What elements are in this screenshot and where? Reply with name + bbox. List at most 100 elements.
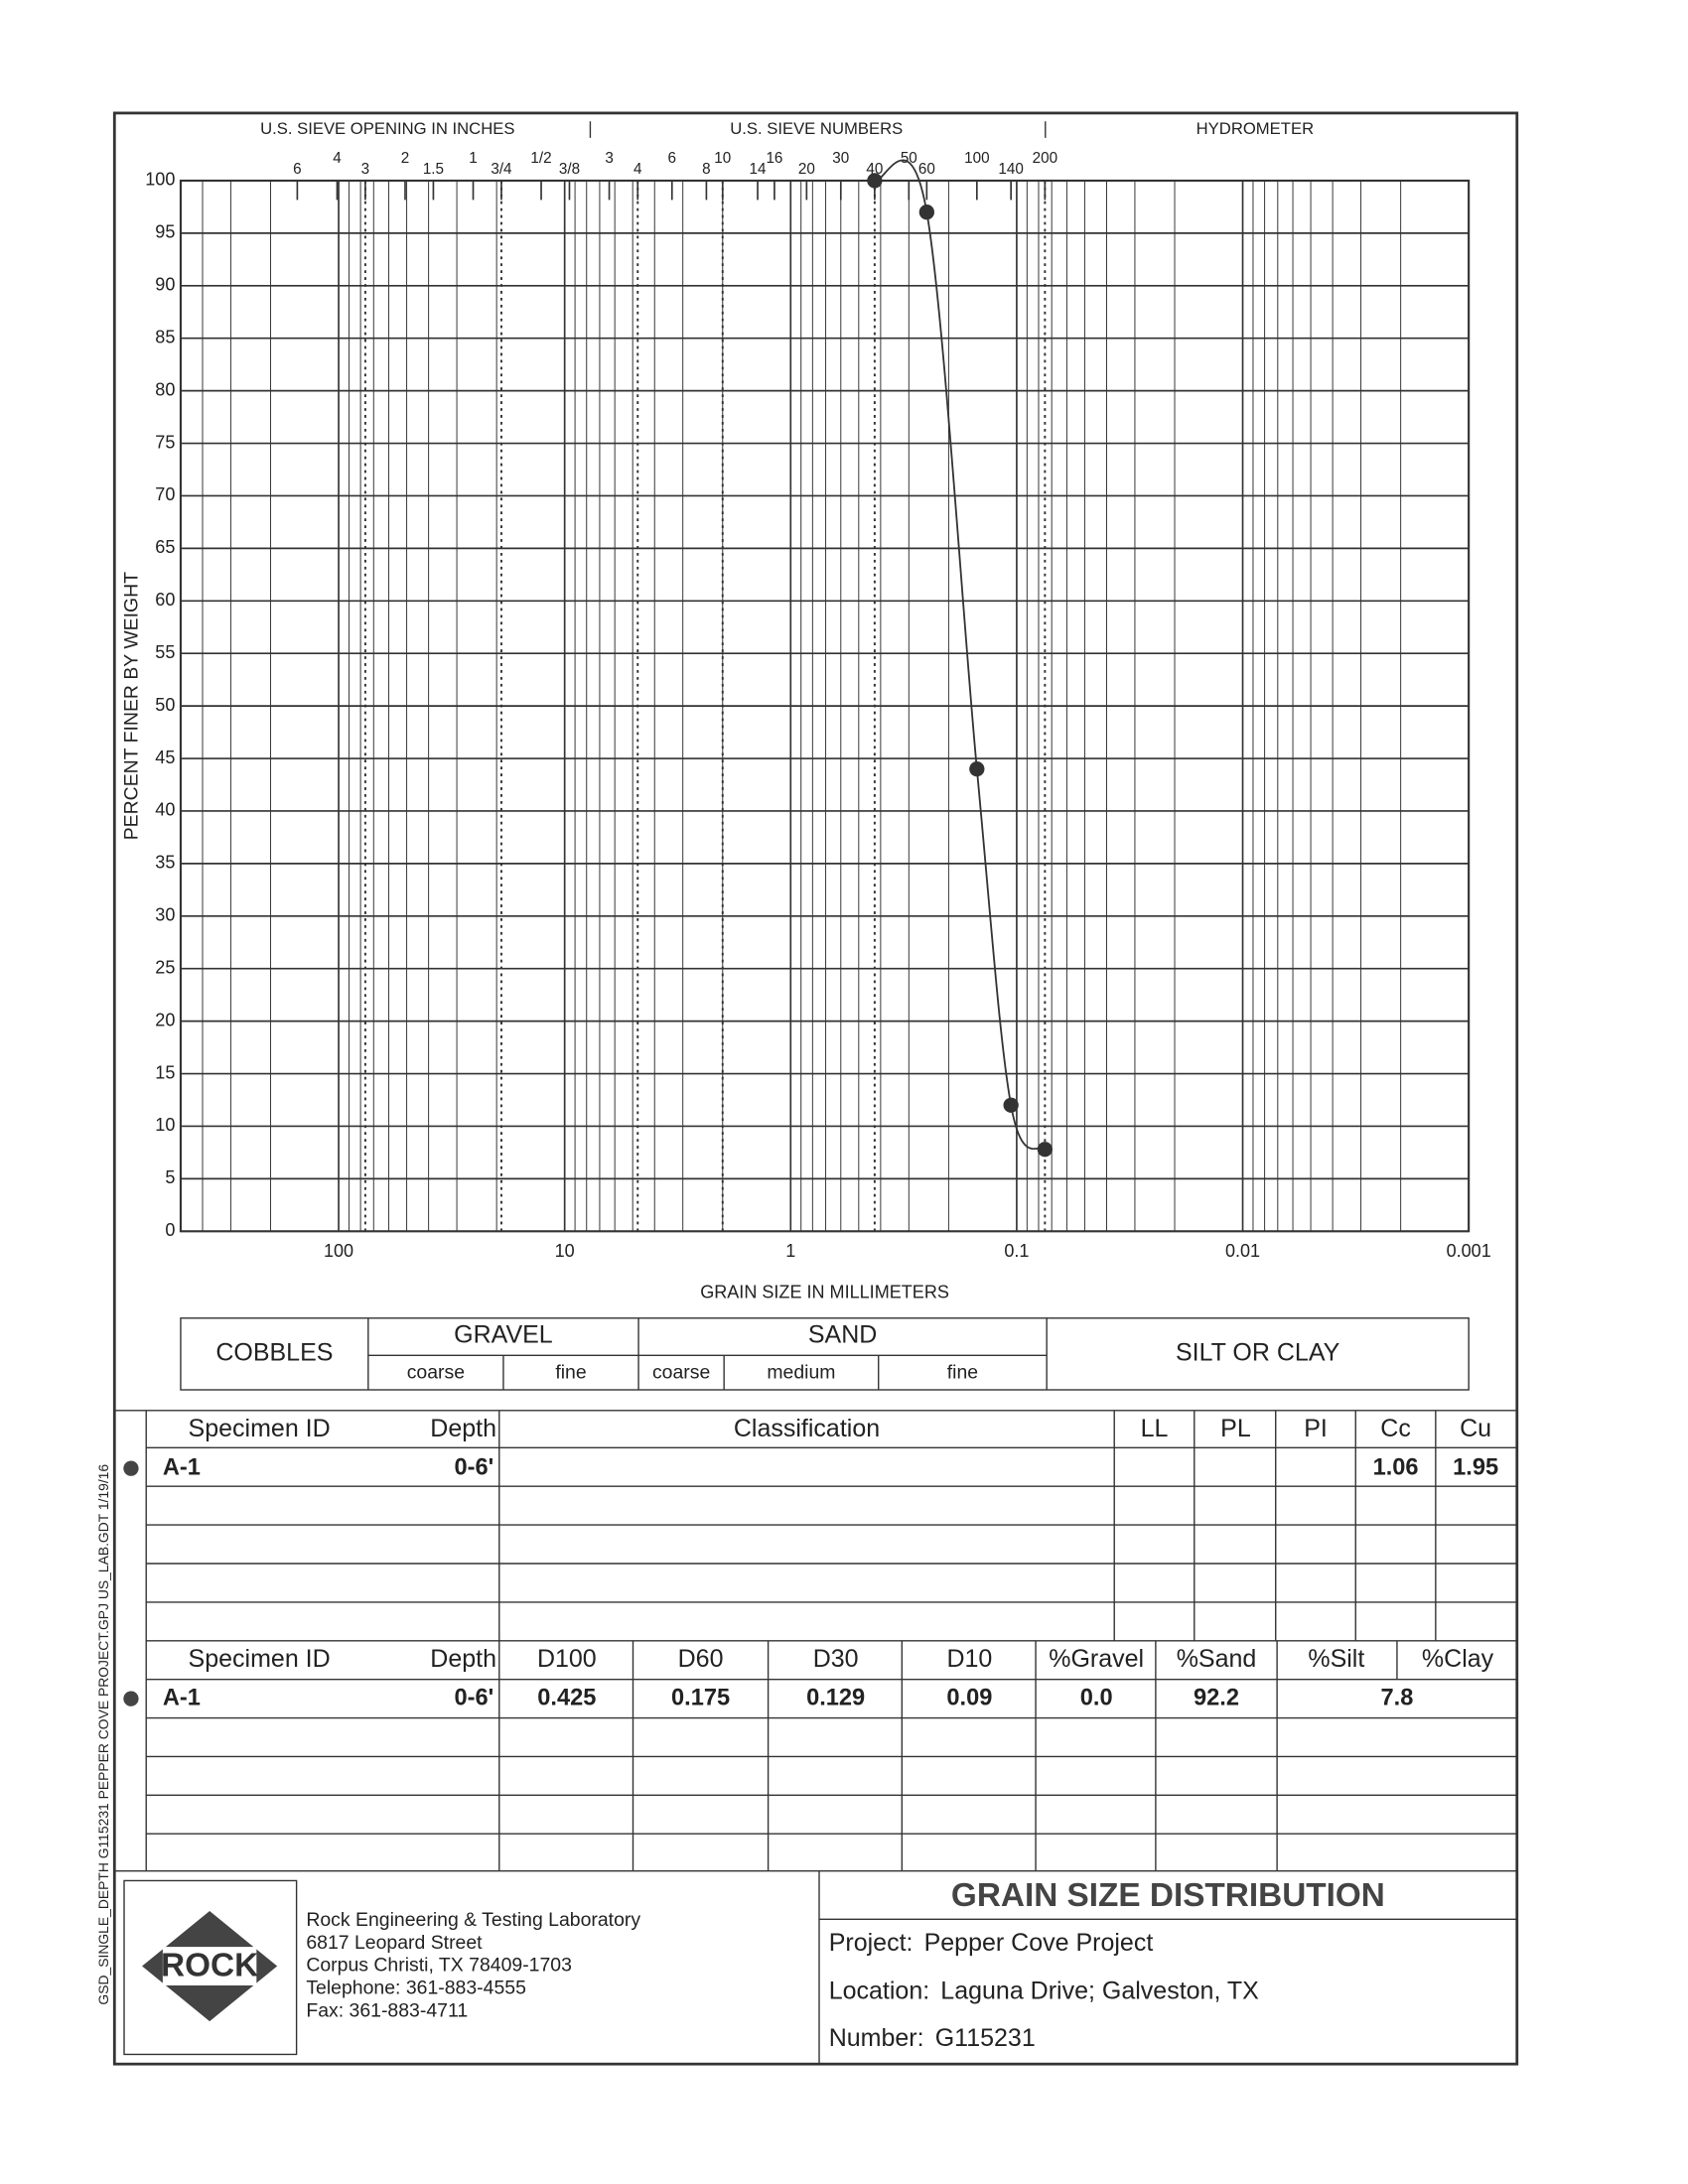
logo-band [162,1947,257,1985]
table-cell: 0.129 [806,1685,865,1710]
sieve-tick-label: 8 [702,161,711,178]
sieve-tick-label: 4 [333,150,342,167]
y-tick-label: 15 [155,1062,175,1082]
data-point [918,205,934,220]
top-header: U.S. SIEVE OPENING IN INCHES [260,119,514,138]
table-header: Specimen ID [189,1415,331,1442]
specimen-marker [123,1460,139,1476]
table-cell: 0.425 [537,1685,596,1710]
side-note: GSD_SINGLE_DEPTH G115231 PEPPER COVE PRO… [95,1464,111,2005]
subclass-label: fine [947,1361,978,1383]
field-value: G115231 [935,2024,1036,2052]
subclass-label: coarse [652,1361,710,1383]
y-tick-label: 45 [155,748,175,767]
data-point [867,173,883,189]
field-label: Location: [829,1978,929,2005]
table-header: PL [1220,1415,1251,1442]
y-tick-label: 70 [155,484,175,504]
table-header: D60 [678,1645,724,1673]
y-tick-label: 85 [155,327,175,346]
table-cell: 0-6' [454,1685,493,1710]
table-cell: A-1 [163,1685,201,1710]
class-label: SILT OR CLAY [1176,1338,1340,1366]
sieve-tick-label: 14 [750,161,767,178]
table-cell: 1.95 [1453,1454,1498,1480]
sieve-tick-label: 3/8 [559,161,580,178]
y-tick-label: 80 [155,379,175,399]
sieve-tick-label: 50 [901,150,917,167]
y-tick-label: 100 [145,170,175,190]
sieve-tick-label: 200 [1033,150,1057,167]
x-tick-label: 100 [324,1241,353,1261]
logo-text: ROCK [161,1948,258,1984]
sieve-tick-label: 30 [832,150,849,167]
outer-frame [112,111,1519,2066]
sieve-tick-label: 20 [798,161,815,178]
data-point [969,760,985,777]
sieve-tick-label: 140 [998,161,1023,178]
sieve-tick-label: 1/2 [530,150,551,167]
table-cell: 0.0 [1080,1685,1113,1710]
top-header: HYDROMETER [1196,119,1314,138]
sieve-tick-label: 1 [469,150,478,167]
logo-box [123,1879,298,2056]
y-tick-label: 30 [155,905,175,925]
data-point [1003,1097,1019,1113]
y-tick-label: 0 [165,1220,175,1240]
y-tick-label: 60 [155,590,175,610]
company-line: Fax: 361-883-4711 [306,2000,468,2022]
sieve-tick-label: 6 [668,150,677,167]
y-axis-label: PERCENT FINER BY WEIGHT [120,572,142,840]
sieve-tick-label: 6 [293,161,302,178]
table-cell: 92.2 [1194,1685,1239,1710]
data-point [1037,1142,1053,1158]
sieve-tick-label: 60 [918,161,935,178]
x-tick-label: 0.01 [1225,1241,1260,1261]
sieve-tick-label: 3 [605,150,614,167]
x-tick-label: 1 [785,1241,795,1261]
y-tick-label: 50 [155,695,175,715]
table-cell: 0-6' [454,1454,493,1480]
sieve-tick-label: 2 [401,150,409,167]
company-line: Telephone: 361-883-4555 [306,1978,526,1999]
table-header: D10 [946,1645,992,1673]
y-tick-label: 40 [155,800,175,820]
sieve-tick-label: 3/4 [491,161,512,178]
table-header: Depth [430,1415,496,1442]
y-tick-label: 25 [155,957,175,977]
y-tick-label: 5 [165,1167,175,1187]
table-header: Cu [1460,1415,1491,1442]
table-header: %Sand [1177,1645,1257,1673]
y-tick-label: 75 [155,432,175,452]
subclass-label: coarse [407,1361,465,1383]
specimen-marker [123,1691,139,1706]
table-header: %Clay [1422,1645,1494,1673]
table-header: D30 [813,1645,859,1673]
company-line: Rock Engineering & Testing Laboratory [306,1909,640,1931]
class-strip [180,1317,1470,1391]
x-axis-label: GRAIN SIZE IN MILLIMETERS [700,1283,949,1302]
subclass-label: medium [767,1361,835,1383]
table-cell: 0.09 [946,1685,992,1710]
x-tick-label: 0.1 [1004,1241,1029,1261]
sieve-tick-label: 10 [714,150,731,167]
y-tick-label: 90 [155,275,175,295]
x-tick-label: 0.001 [1447,1241,1491,1261]
table-header: %Gravel [1049,1645,1144,1673]
field-label: Project: [829,1929,914,1957]
sieve-tick-label: 16 [766,150,782,167]
y-tick-label: 35 [155,853,175,873]
sieve-tick-label: 3 [361,161,370,178]
x-tick-label: 10 [555,1241,575,1261]
table-cell: A-1 [163,1454,201,1480]
table-header: LL [1141,1415,1169,1442]
top-header: U.S. SIEVE NUMBERS [730,119,903,138]
table-cell: 7.8 [1381,1685,1414,1710]
company-line: 6817 Leopard Street [306,1932,483,1954]
y-tick-label: 95 [155,222,175,242]
table-header: PI [1304,1415,1328,1442]
sieve-tick-label: 40 [866,161,883,178]
y-tick-label: 10 [155,1115,175,1135]
